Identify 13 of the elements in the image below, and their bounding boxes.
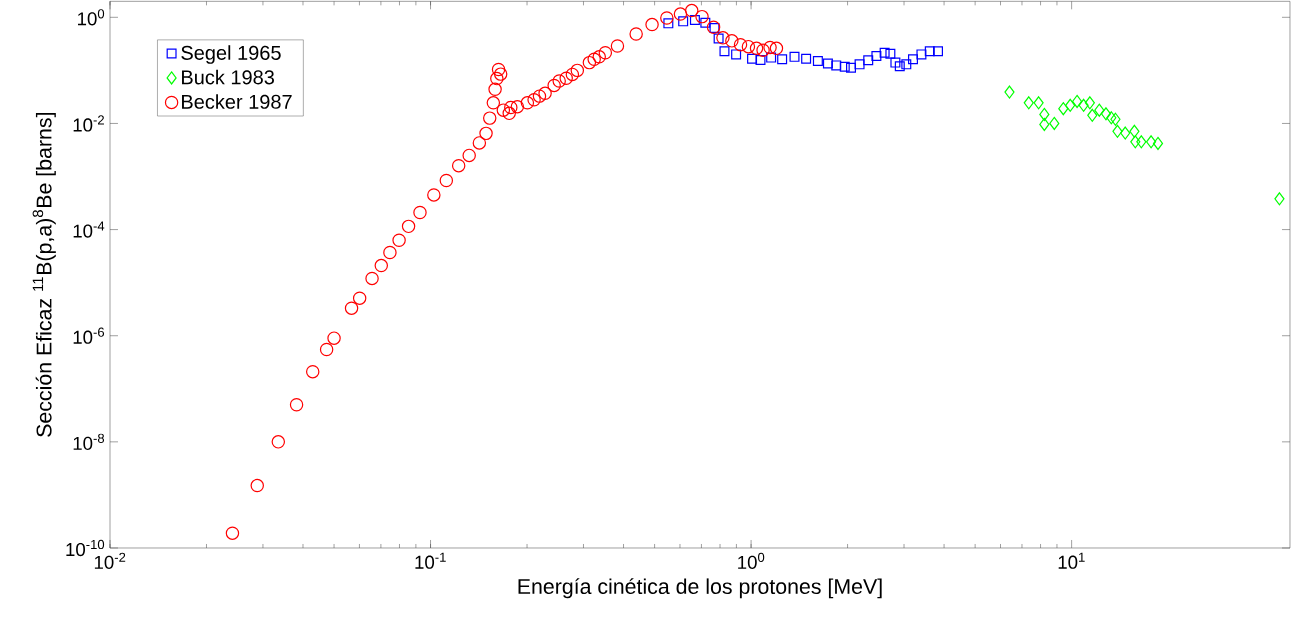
legend-label: Segel 1965 bbox=[181, 45, 281, 64]
y-tick-label: 10$^{-6}$ bbox=[73, 327, 105, 344]
x-tick-label: 10$^{1}$ bbox=[1058, 552, 1085, 569]
x-axis-title: Energía cinética de los protones [MeV] bbox=[518, 578, 882, 599]
x-tick-label: 10$^{-1}$ bbox=[415, 552, 446, 569]
y-axis-title: Sección Eficaz $^{11}$B(p,a)$^{8}$Be [barns] bbox=[32, 113, 56, 437]
y-tick-label: 10$^{-8}$ bbox=[73, 433, 105, 450]
x-tick-label: 10$^{0}$ bbox=[738, 552, 765, 569]
y-tick-label: 10$^{-2}$ bbox=[73, 115, 104, 132]
y-tick-label: 10$^{-4}$ bbox=[73, 221, 105, 238]
legend-label: Buck 1983 bbox=[182, 69, 274, 85]
legend-label: Becker 1987 bbox=[182, 94, 292, 109]
y-tick-label: 10$^{0}$ bbox=[78, 9, 105, 26]
